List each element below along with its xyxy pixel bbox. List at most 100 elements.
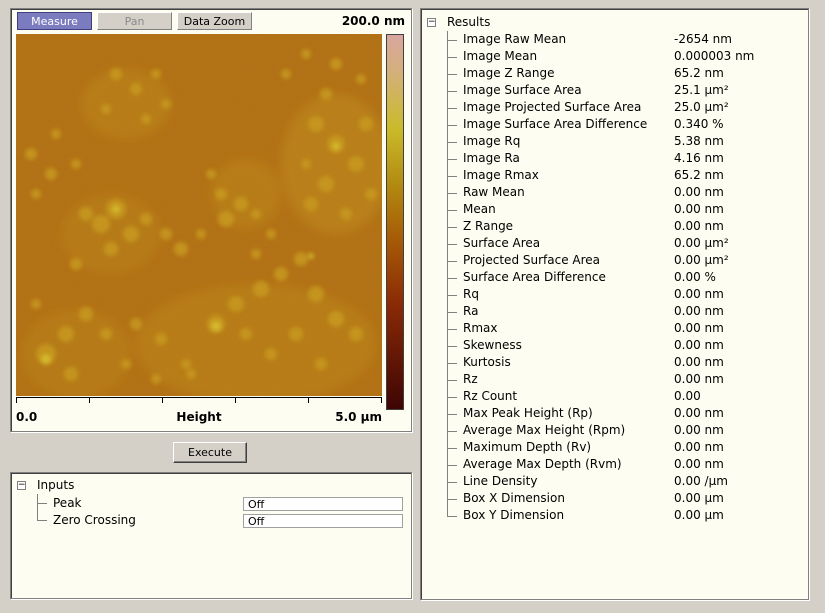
result-value: 25.0 µm² — [674, 100, 729, 114]
result-label: Image Ra — [463, 151, 520, 165]
axis-min-label: 0.0 — [16, 410, 38, 424]
result-value: 0.00 nm — [674, 219, 724, 233]
result-row: Ra 0.00 nm — [463, 303, 803, 320]
result-value: 0.00 nm — [674, 406, 724, 420]
result-label: Z Range — [463, 219, 514, 233]
result-label: Box Y Dimension — [463, 508, 565, 522]
result-row: Box X Dimension 0.00 µm — [463, 490, 803, 507]
result-value: 0.00 nm — [674, 372, 724, 386]
result-value: 0.00 nm — [674, 321, 724, 335]
result-row: Image Projected Surface Area 25.0 µm² — [463, 99, 803, 116]
axis-channel-label: Height — [176, 410, 222, 424]
result-row: Kurtosis 0.00 nm — [463, 354, 803, 371]
result-row: Surface Area Difference 0.00 % — [463, 269, 803, 286]
result-value: 0.00 nm — [674, 287, 724, 301]
result-value: 4.16 nm — [674, 151, 724, 165]
x-axis: Height 0.0 5.0 µm — [16, 397, 382, 428]
result-label: Skewness — [463, 338, 522, 352]
result-row: Rq 0.00 nm — [463, 286, 803, 303]
result-value: 0.00 — [674, 389, 701, 403]
result-value: 0.00 µm — [674, 508, 724, 522]
result-row: Box Y Dimension 0.00 µm — [463, 507, 803, 524]
result-value: 5.38 nm — [674, 134, 724, 148]
result-label: Raw Mean — [463, 185, 525, 199]
result-label: Surface Area Difference — [463, 270, 606, 284]
result-label: Image Rq — [463, 134, 521, 148]
inputs-panel: − Inputs Peak Off Zero Crossing Off — [10, 472, 412, 599]
result-label: Image Rmax — [463, 168, 539, 182]
result-row: Image Surface Area Difference 0.340 % — [463, 116, 803, 133]
result-label: Rq — [463, 287, 479, 301]
collapse-results-icon[interactable]: − — [427, 17, 436, 27]
result-label: Mean — [463, 202, 496, 216]
result-label: Rmax — [463, 321, 498, 335]
inputs-title: Inputs — [37, 478, 75, 492]
result-value: 0.00 µm² — [674, 236, 729, 250]
collapse-inputs-icon[interactable]: − — [17, 480, 26, 490]
result-value: 0.000003 nm — [674, 49, 755, 63]
result-label: Max Peak Height (Rp) — [463, 406, 593, 420]
result-value: -2654 nm — [674, 32, 732, 46]
result-value: 0.00 nm — [674, 355, 724, 369]
input-row-zero-crossing: Zero Crossing Off — [53, 512, 403, 529]
pan-button[interactable]: Pan — [97, 12, 172, 30]
result-label: Image Raw Mean — [463, 32, 567, 46]
result-value: 0.00 nm — [674, 185, 724, 199]
result-label: Maximum Depth (Rv) — [463, 440, 592, 454]
result-value: 0.00 % — [674, 270, 716, 284]
peak-value-field[interactable]: Off — [243, 497, 403, 511]
result-value: 0.00 µm — [674, 491, 724, 505]
result-label: Surface Area — [463, 236, 541, 250]
result-label: Image Mean — [463, 49, 538, 63]
result-row: Maximum Depth (Rv) 0.00 nm — [463, 439, 803, 456]
image-panel: Measure Pan Data Zoom 200.0 nm — [10, 8, 412, 432]
result-row: Rz 0.00 nm — [463, 371, 803, 388]
result-label: Rz — [463, 372, 478, 386]
result-row: Line Density 0.00 /µm — [463, 473, 803, 490]
result-row: Average Max Height (Rpm) 0.00 nm — [463, 422, 803, 439]
result-label: Image Z Range — [463, 66, 555, 80]
results-title: Results — [447, 15, 491, 29]
result-row: Surface Area 0.00 µm² — [463, 235, 803, 252]
result-row: Projected Surface Area 0.00 µm² — [463, 252, 803, 269]
zero-crossing-value-field[interactable]: Off — [243, 514, 403, 528]
result-row: Image Ra 4.16 nm — [463, 150, 803, 167]
result-value: 65.2 nm — [674, 168, 724, 182]
result-value: 0.00 nm — [674, 338, 724, 352]
result-row: Image Raw Mean -2654 nm — [463, 31, 803, 48]
result-row: Max Peak Height (Rp) 0.00 nm — [463, 405, 803, 422]
result-label: Image Projected Surface Area — [463, 100, 642, 114]
result-value: 0.00 nm — [674, 304, 724, 318]
data-zoom-button[interactable]: Data Zoom — [177, 12, 252, 30]
result-row: Image Rq 5.38 nm — [463, 133, 803, 150]
result-row: Rz Count 0.00 — [463, 388, 803, 405]
result-value: 0.00 nm — [674, 440, 724, 454]
result-label: Rz Count — [463, 389, 518, 403]
result-row: Rmax 0.00 nm — [463, 320, 803, 337]
result-label: Projected Surface Area — [463, 253, 601, 267]
result-row: Image Rmax 65.2 nm — [463, 167, 803, 184]
result-value: 0.00 /µm — [674, 474, 728, 488]
measure-button[interactable]: Measure — [17, 12, 92, 30]
result-value: 25.1 µm² — [674, 83, 729, 97]
result-value: 65.2 nm — [674, 66, 724, 80]
result-value: 0.00 µm² — [674, 253, 729, 267]
execute-button[interactable]: Execute — [173, 442, 247, 463]
result-row: Image Z Range 65.2 nm — [463, 65, 803, 82]
result-row: Z Range 0.00 nm — [463, 218, 803, 235]
results-panel: − Results Image Raw Mean -2654 nm Image Me… — [420, 8, 809, 600]
afm-height-image[interactable] — [16, 34, 382, 396]
result-row: Raw Mean 0.00 nm — [463, 184, 803, 201]
result-label: Average Max Depth (Rvm) — [463, 457, 622, 471]
result-label: Image Surface Area — [463, 83, 582, 97]
axis-max-label: 5.0 µm — [335, 410, 382, 424]
result-value: 0.340 % — [674, 117, 724, 131]
height-color-bar — [386, 34, 404, 410]
input-label: Zero Crossing — [53, 513, 136, 527]
z-scale-label: 200.0 nm — [341, 14, 405, 28]
result-value: 0.00 nm — [674, 202, 724, 216]
result-row: Mean 0.00 nm — [463, 201, 803, 218]
result-label: Ra — [463, 304, 479, 318]
result-value: 0.00 nm — [674, 423, 724, 437]
result-label: Image Surface Area Difference — [463, 117, 648, 131]
